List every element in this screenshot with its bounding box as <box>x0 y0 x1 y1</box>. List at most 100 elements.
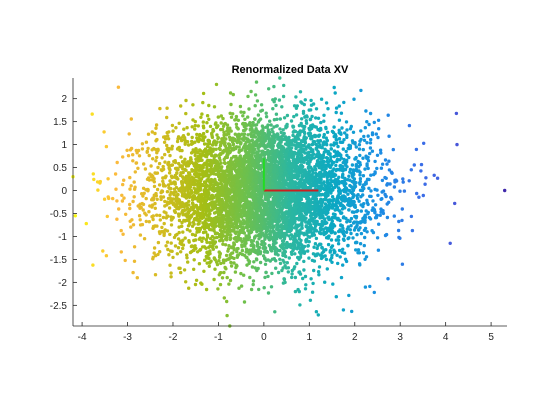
data-point <box>390 172 393 175</box>
data-point <box>171 256 174 259</box>
data-point <box>221 233 224 236</box>
data-point <box>309 99 312 102</box>
data-point <box>193 164 196 167</box>
data-point <box>241 249 244 252</box>
data-point <box>422 142 425 145</box>
data-point <box>222 123 225 126</box>
data-point <box>371 199 374 202</box>
data-point <box>311 156 314 159</box>
data-point <box>351 163 354 166</box>
data-point <box>170 250 173 253</box>
data-point <box>176 252 179 255</box>
data-point <box>327 185 330 188</box>
data-point <box>340 112 343 115</box>
data-point <box>307 244 310 247</box>
data-point <box>311 259 314 262</box>
data-point <box>334 135 337 138</box>
data-point <box>120 194 123 197</box>
data-point <box>162 165 165 168</box>
data-point <box>99 180 102 183</box>
data-point <box>184 112 187 115</box>
data-point <box>366 201 369 204</box>
data-point <box>125 149 128 152</box>
data-point <box>333 86 336 89</box>
data-point <box>322 168 325 171</box>
data-point <box>319 121 322 124</box>
data-point <box>259 117 262 120</box>
data-point <box>243 300 246 303</box>
data-point <box>188 223 191 226</box>
data-point <box>327 216 330 219</box>
data-point <box>243 242 246 245</box>
data-point <box>219 262 222 265</box>
data-point <box>302 260 305 263</box>
data-point <box>223 161 226 164</box>
data-point <box>309 223 312 226</box>
data-point <box>335 168 338 171</box>
data-point <box>280 105 283 108</box>
data-point <box>287 234 290 237</box>
data-point <box>283 278 286 281</box>
data-point <box>312 246 315 249</box>
data-point <box>358 140 361 143</box>
data-point <box>169 275 172 278</box>
data-point <box>365 230 368 233</box>
data-point <box>332 249 335 252</box>
data-point <box>206 114 209 117</box>
data-point <box>187 143 190 146</box>
data-point <box>335 111 338 114</box>
data-point <box>260 103 263 106</box>
data-point <box>190 189 193 192</box>
data-point <box>292 198 295 201</box>
data-point <box>229 233 232 236</box>
data-point <box>349 232 352 235</box>
data-point <box>293 252 296 255</box>
data-point <box>325 221 328 224</box>
data-point <box>257 113 260 116</box>
data-point <box>229 225 232 228</box>
data-point <box>215 83 218 86</box>
data-point <box>298 270 301 273</box>
data-point <box>272 238 275 241</box>
data-point <box>318 166 321 169</box>
data-point <box>146 147 149 150</box>
data-point <box>241 114 244 117</box>
data-point <box>265 115 268 118</box>
data-point <box>319 227 322 230</box>
data-point <box>361 157 364 160</box>
data-point <box>275 113 278 116</box>
data-point <box>122 179 125 182</box>
data-point <box>312 102 315 105</box>
data-point <box>169 197 172 200</box>
data-point <box>279 117 282 120</box>
data-point <box>356 193 359 196</box>
data-point <box>166 163 169 166</box>
data-point <box>143 237 146 240</box>
data-point <box>199 116 202 119</box>
data-point <box>155 156 158 159</box>
data-point <box>377 119 380 122</box>
data-point <box>201 101 204 104</box>
data-point <box>181 175 184 178</box>
data-point <box>92 172 95 175</box>
data-point <box>305 197 308 200</box>
data-point <box>201 245 204 248</box>
data-point <box>288 256 291 259</box>
data-point <box>364 126 367 129</box>
data-point <box>116 161 119 164</box>
data-point <box>256 187 259 190</box>
data-point <box>298 199 301 202</box>
data-point <box>168 154 171 157</box>
data-point <box>365 162 368 165</box>
data-point <box>233 118 236 121</box>
data-point <box>269 166 272 169</box>
data-point <box>325 173 328 176</box>
data-point <box>232 143 235 146</box>
data-point <box>227 161 230 164</box>
data-point <box>326 179 329 182</box>
data-point <box>186 260 189 263</box>
data-point <box>179 155 182 158</box>
data-point <box>161 180 164 183</box>
data-point <box>218 153 221 156</box>
data-point <box>392 148 395 151</box>
